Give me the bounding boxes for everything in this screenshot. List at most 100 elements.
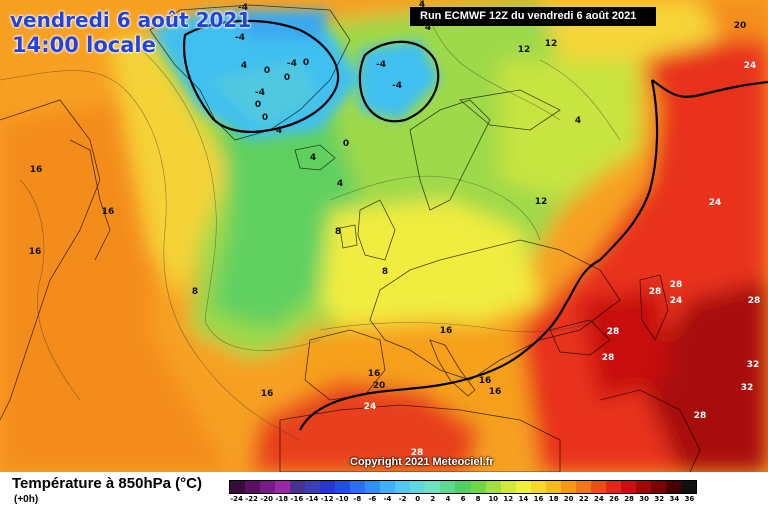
color-scale-tick: -22 <box>245 495 258 503</box>
color-scale-tick: 26 <box>609 495 619 503</box>
color-swatch <box>230 481 246 493</box>
temperature-label: 0 <box>284 73 290 83</box>
temperature-label: 0 <box>255 100 261 110</box>
color-scale-tick: -20 <box>260 495 274 503</box>
color-scale-tick: -8 <box>353 495 362 503</box>
color-swatch <box>455 481 471 493</box>
color-scale-tick: -14 <box>305 495 319 503</box>
temperature-label: -4 <box>287 59 297 69</box>
forecast-date: vendredi 6 août 2021 <box>10 8 252 32</box>
color-scale-tick: -12 <box>320 495 334 503</box>
color-scale-tick: 12 <box>503 495 514 503</box>
color-swatch <box>530 481 546 493</box>
temperature-field <box>0 0 768 472</box>
color-swatch <box>680 481 696 493</box>
temperature-label: -4 <box>376 60 386 70</box>
color-scale-tick: -2 <box>398 495 407 503</box>
temperature-label: 16 <box>30 165 43 175</box>
color-swatch <box>275 481 291 493</box>
color-swatch <box>500 481 516 493</box>
temperature-label: 24 <box>709 198 722 208</box>
model-run-label: Run ECMWF 12Z du vendredi 6 août 2021 <box>410 7 656 26</box>
temperature-label: 16 <box>479 376 492 386</box>
temperature-label: 12 <box>518 45 531 55</box>
color-scale-tick: 0 <box>415 495 421 503</box>
temperature-label: 16 <box>440 326 453 336</box>
color-scale-swatches <box>229 480 697 494</box>
color-swatch <box>320 481 336 493</box>
color-scale-tick: 18 <box>548 495 559 503</box>
color-scale-tick: -24 <box>230 495 243 503</box>
color-swatch <box>365 481 381 493</box>
color-scale-tick: 22 <box>578 495 589 503</box>
temperature-label: 4 <box>337 179 343 189</box>
temperature-label: 12 <box>545 39 558 49</box>
temperature-label: 20 <box>373 381 386 391</box>
color-scale-ticks: -24 -22 -20 -18 -16 -14 -12 -10 -8 -6 -4 -2 0 2 4 6 8 10 1… <box>229 495 697 505</box>
color-scale-tick: 32 <box>654 495 665 503</box>
temperature-label: 4 <box>425 23 431 33</box>
color-swatch <box>380 481 396 493</box>
color-swatch <box>335 481 351 493</box>
temperature-label: 28 <box>607 327 620 337</box>
temperature-label: 4 <box>241 61 247 71</box>
temperature-label: 4 <box>419 0 425 10</box>
isotherm-lines <box>0 0 621 441</box>
color-scale-tick: -4 <box>383 495 392 503</box>
color-swatch <box>470 481 486 493</box>
temperature-label: 8 <box>192 287 198 297</box>
temperature-label: 4 <box>575 116 581 126</box>
temperature-label: 16 <box>29 247 42 257</box>
temperature-label: 28 <box>602 353 615 363</box>
color-swatch <box>305 481 321 493</box>
color-swatch <box>425 481 441 493</box>
temperature-label: 20 <box>734 21 747 31</box>
color-scale-tick: -6 <box>368 495 377 503</box>
coastlines <box>0 4 701 472</box>
color-scale-tick: -18 <box>275 495 289 503</box>
temperature-label: 0 <box>303 58 309 68</box>
temperature-label: 16 <box>368 369 381 379</box>
variable-title: Température à 850hPa (°C) <box>12 475 202 492</box>
forecast-step: (+0h) <box>14 494 39 505</box>
color-scale-tick: 36 <box>684 495 695 503</box>
temperature-label: 0 <box>262 113 268 123</box>
color-swatch <box>650 481 666 493</box>
color-swatch <box>350 481 366 493</box>
temperature-label: 8 <box>382 267 388 277</box>
color-swatch <box>395 481 411 493</box>
color-scale-tick: 2 <box>430 495 436 503</box>
temperature-label: 28 <box>670 280 683 290</box>
temperature-label: 4 <box>276 126 282 136</box>
color-scale-tick: 34 <box>669 495 680 503</box>
color-swatch <box>620 481 636 493</box>
temperature-label: 16 <box>489 387 502 397</box>
color-swatch <box>245 481 261 493</box>
color-swatch <box>575 481 591 493</box>
temperature-label: 28 <box>748 296 761 306</box>
copyright-text: Copyright 2021 Meteociel.fr <box>350 456 494 468</box>
temperature-label: 0 <box>343 139 349 149</box>
temperature-label: -4 <box>238 3 248 13</box>
temperature-label: -4 <box>235 33 245 43</box>
color-scale-tick: -16 <box>290 495 304 503</box>
temperature-label: -4 <box>392 81 402 91</box>
color-swatch <box>290 481 306 493</box>
temperature-label: 28 <box>649 287 662 297</box>
temperature-label: 24 <box>364 402 377 412</box>
color-scale-tick: 24 <box>593 495 604 503</box>
color-swatch <box>665 481 681 493</box>
color-swatch <box>560 481 576 493</box>
temperature-label: 16 <box>102 207 115 217</box>
temperature-label: 32 <box>741 383 754 393</box>
temperature-labels: -4 44-44 00-4 0 -4-4-40040441212420241616161… <box>29 0 761 458</box>
color-scale-tick: 14 <box>518 495 529 503</box>
temperature-label: 12 <box>535 197 548 207</box>
color-scale-tick: 30 <box>639 495 650 503</box>
freezing-isotherm <box>182 19 440 133</box>
color-swatch <box>590 481 606 493</box>
color-swatch <box>440 481 456 493</box>
temperature-label: 24 <box>670 296 683 306</box>
legend-panel: Température à 850hPa (°C) (+0h) -24 -22 -2… <box>0 472 768 512</box>
